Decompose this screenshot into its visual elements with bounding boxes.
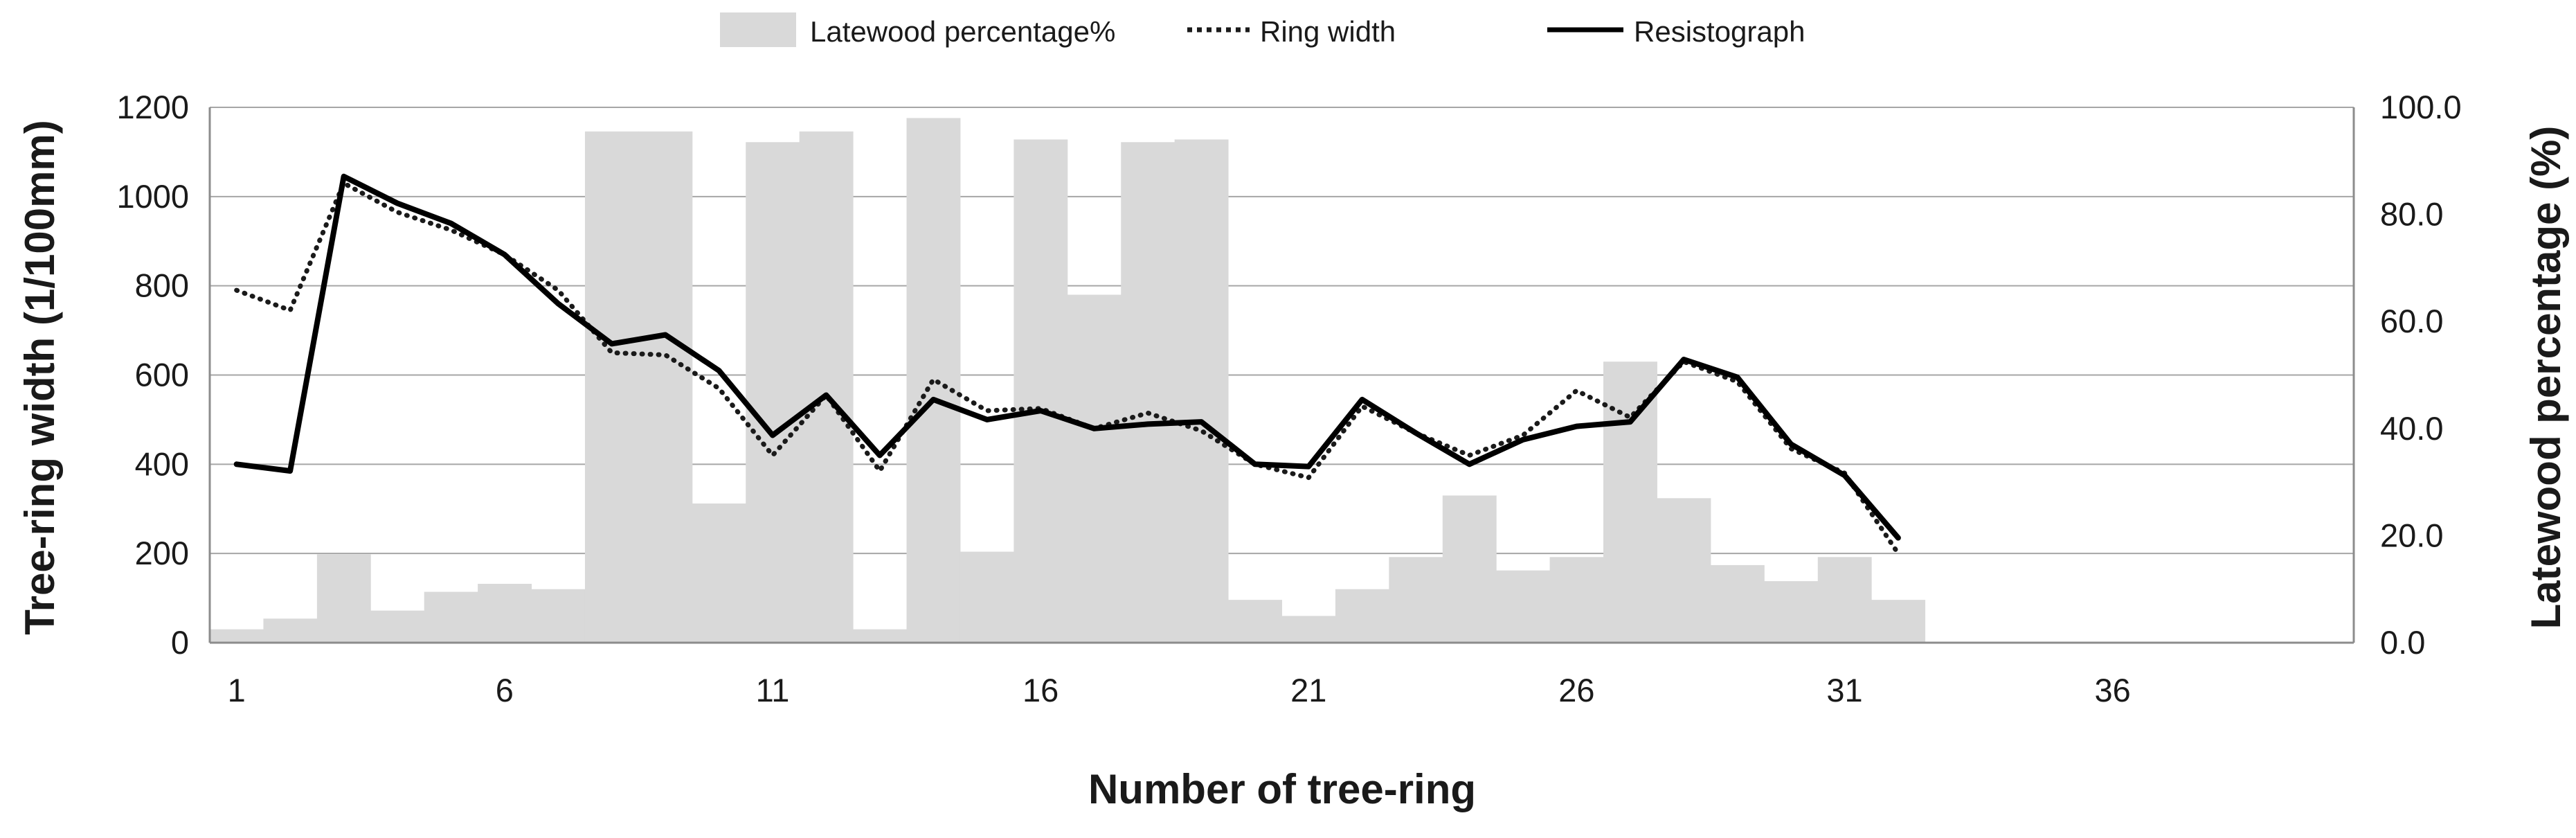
latewood-bar-4 xyxy=(370,610,425,643)
x-tick-label-6: 6 xyxy=(496,672,514,708)
legend-swatch-latewood xyxy=(720,12,796,47)
y-tick-label-600: 600 xyxy=(135,357,189,393)
y-tick-label-200: 200 xyxy=(135,535,189,571)
latewood-bar-24 xyxy=(1442,495,1497,643)
latewood-bar-13 xyxy=(853,629,908,643)
latewood-bar-8 xyxy=(584,131,639,643)
y2-tick-label-3: 60.0 xyxy=(2380,303,2443,339)
latewood-bar-9 xyxy=(638,131,693,643)
x-tick-label-21: 21 xyxy=(1290,672,1326,708)
y-axis-title: Tree-ring width (1/100mm) xyxy=(17,120,63,635)
legend-label-latewood: Latewood percentage% xyxy=(810,15,1115,48)
resistograph-line xyxy=(233,173,1901,541)
y-tick-label-800: 800 xyxy=(135,267,189,304)
tick-labels: 0 200 400 600 800 1000 1200 0.0 20.0 40.0 60.0 80.0… xyxy=(116,89,2461,708)
latewood-bar-17 xyxy=(1067,294,1122,643)
y2-tick-label-4: 80.0 xyxy=(2380,196,2443,233)
y2-tick-label-1: 20.0 xyxy=(2380,517,2443,553)
x-tick-label-11: 11 xyxy=(756,672,790,708)
latewood-bar-31 xyxy=(1817,557,1872,643)
y-tick-label-0: 0 xyxy=(171,624,189,661)
y2-tick-label-0: 0.0 xyxy=(2380,624,2425,661)
legend-label-ring-width: Ring width xyxy=(1260,15,1396,48)
latewood-bar-26 xyxy=(1549,557,1604,643)
latewood-bar-29 xyxy=(1710,564,1765,643)
line-series xyxy=(233,173,1901,556)
latewood-bar-25 xyxy=(1496,570,1551,643)
latewood-bar-12 xyxy=(799,131,854,643)
latewood-bar-5 xyxy=(424,591,478,643)
latewood-bar-6 xyxy=(478,583,532,643)
latewood-bar-3 xyxy=(316,554,371,643)
latewood-bar-28 xyxy=(1657,498,1711,643)
latewood-bar-19 xyxy=(1174,139,1229,643)
latewood-bar-32 xyxy=(1871,600,1926,643)
latewood-bar-22 xyxy=(1335,589,1389,643)
latewood-bar-11 xyxy=(746,142,800,643)
latewood-bar-23 xyxy=(1389,557,1443,643)
latewood-bar-10 xyxy=(692,503,746,643)
y2-tick-label-2: 40.0 xyxy=(2380,410,2443,447)
x-tick-label-31: 31 xyxy=(1826,672,1862,708)
legend: Latewood percentage% Ring width Resistog… xyxy=(720,12,1805,48)
y-tick-label-400: 400 xyxy=(135,445,189,482)
y-tick-label-1000: 1000 xyxy=(116,178,189,215)
x-axis-title: Number of tree-ring xyxy=(1088,766,1476,812)
legend-label-resistograph: Resistograph xyxy=(1634,15,1805,48)
x-tick-label-1: 1 xyxy=(228,672,246,708)
x-tick-label-16: 16 xyxy=(1023,672,1059,708)
latewood-bar-18 xyxy=(1121,142,1176,643)
x-tick-label-26: 26 xyxy=(1558,672,1594,708)
gridlines xyxy=(210,107,2354,555)
latewood-bar-7 xyxy=(531,589,586,643)
axes xyxy=(208,107,2355,644)
latewood-bar-20 xyxy=(1228,600,1282,643)
latewood-bar-30 xyxy=(1764,581,1819,643)
latewood-bars xyxy=(210,118,1926,643)
latewood-bar-2 xyxy=(263,618,318,643)
latewood-bar-21 xyxy=(1281,616,1336,643)
latewood-bar-15 xyxy=(960,551,1014,643)
y2-tick-label-5: 100.0 xyxy=(2380,89,2462,125)
latewood-bar-1 xyxy=(210,629,264,643)
y2-axis-title: Latewood percentage (%) xyxy=(2523,126,2569,630)
latewood-bar-16 xyxy=(1014,139,1068,643)
y-tick-label-1200: 1200 xyxy=(116,89,189,125)
x-tick-label-36: 36 xyxy=(2094,672,2130,708)
